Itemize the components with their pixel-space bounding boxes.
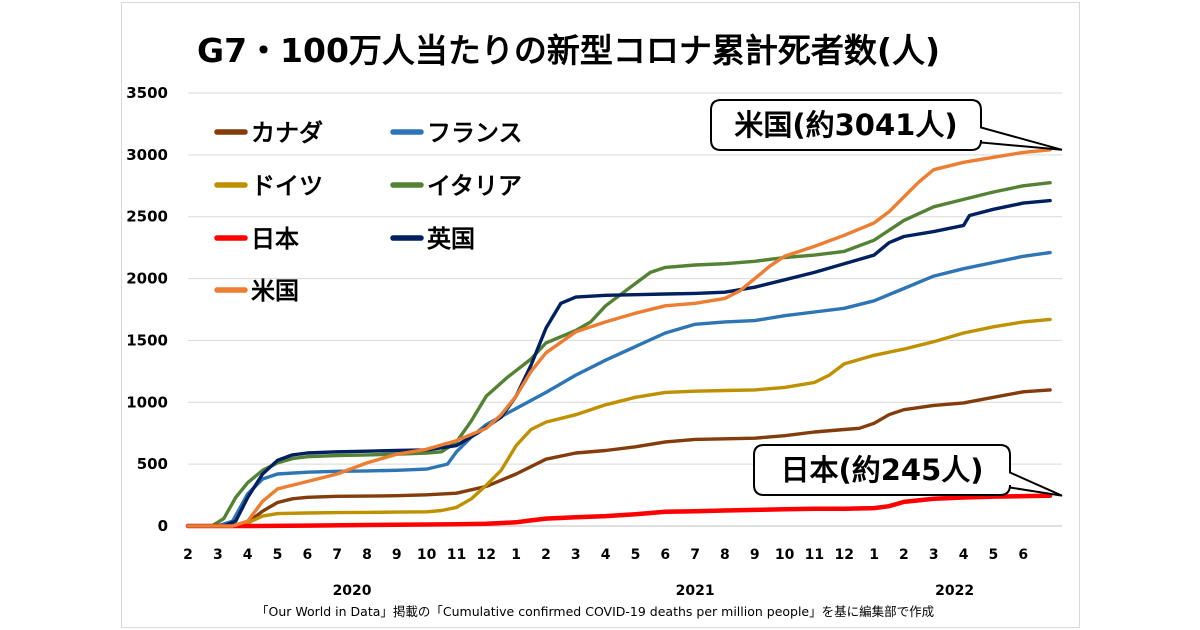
x-tick-label: 6	[1018, 547, 1028, 563]
x-tick-label: 4	[959, 547, 969, 563]
y-axis-ticks: 3500 3000 2500 2000 1500 1000 500 0	[126, 84, 168, 535]
y-tick-label: 500	[137, 455, 168, 473]
x-tick-label: 12	[835, 547, 854, 563]
x-tick-label: 10	[775, 547, 795, 563]
x-tick-label: 2	[899, 547, 909, 563]
callout-label: 米国(約3041人)	[734, 108, 957, 142]
y-tick-label: 0	[158, 517, 168, 535]
x-tick-label: 4	[601, 547, 611, 563]
x-tick-label: 1	[869, 547, 879, 563]
x-tick-label: 1	[511, 547, 521, 563]
x-tick-label: 2	[183, 547, 193, 563]
y-tick-label: 1500	[126, 331, 168, 349]
x-tick-label: 2	[541, 547, 551, 563]
series-line	[186, 388, 1052, 528]
x-tick-label: 3	[571, 547, 581, 563]
legend-label: ドイツ	[251, 172, 323, 200]
series-line	[186, 198, 1052, 528]
series-line	[185, 493, 1053, 529]
legend-label: イタリア	[427, 172, 522, 200]
callout-label: 日本(約245人)	[780, 453, 983, 487]
x-tick-label: 4	[243, 547, 253, 563]
series-lines	[185, 148, 1053, 529]
chart-title: G7・100万人当たりの新型コロナ累計死者数(人)	[197, 31, 940, 70]
year-labels: 2020 2021 2022	[333, 583, 975, 599]
series-line	[186, 181, 1052, 528]
y-tick-label: 3500	[126, 84, 168, 102]
y-tick-label: 2000	[126, 270, 168, 288]
x-tick-label: 9	[750, 547, 760, 563]
legend-label: 英国	[427, 225, 475, 253]
legend-label: カナダ	[251, 119, 323, 147]
x-tick-label: 8	[362, 547, 372, 563]
y-tick-label: 2500	[126, 208, 168, 226]
source-note: 「Our World in Data」掲載の「Cumulative confir…	[256, 604, 934, 619]
x-tick-label: 3	[929, 547, 939, 563]
x-tick-label: 3	[213, 547, 223, 563]
year-label: 2021	[676, 583, 715, 599]
callout-box	[710, 99, 1063, 151]
callouts: 米国(約3041人) 日本(約245人)	[710, 99, 1063, 497]
x-tick-label: 7	[690, 547, 700, 563]
x-tick-label: 7	[332, 547, 342, 563]
legend-label: 米国	[251, 277, 299, 305]
legend-label: フランス	[427, 119, 523, 147]
x-tick-label: 5	[989, 547, 999, 563]
callout-box	[753, 444, 1063, 497]
x-tick-label: 5	[631, 547, 641, 563]
y-tick-label: 3000	[126, 146, 168, 164]
series-line	[186, 148, 1052, 528]
y-tick-label: 1000	[126, 393, 168, 411]
year-label: 2020	[333, 583, 372, 599]
x-tick-label: 12	[477, 547, 496, 563]
x-tick-label: 5	[273, 547, 283, 563]
year-label: 2022	[935, 583, 974, 599]
x-tick-label: 6	[660, 547, 670, 563]
x-tick-label: 8	[720, 547, 730, 563]
legend-label: 日本	[251, 225, 299, 253]
x-axis-ticks: 2 3 4 5 6 7 8 9 10 11 12 1 2 3 4 5 6 7 8 9 10 11 12 1 2 3 4 5 6	[183, 547, 1028, 563]
x-tick-label: 10	[417, 547, 437, 563]
x-tick-label: 9	[392, 547, 402, 563]
x-tick-label: 11	[447, 547, 466, 563]
series-line	[186, 250, 1052, 528]
x-tick-label: 6	[302, 547, 312, 563]
series-line	[186, 317, 1052, 528]
x-tick-label: 11	[805, 547, 824, 563]
